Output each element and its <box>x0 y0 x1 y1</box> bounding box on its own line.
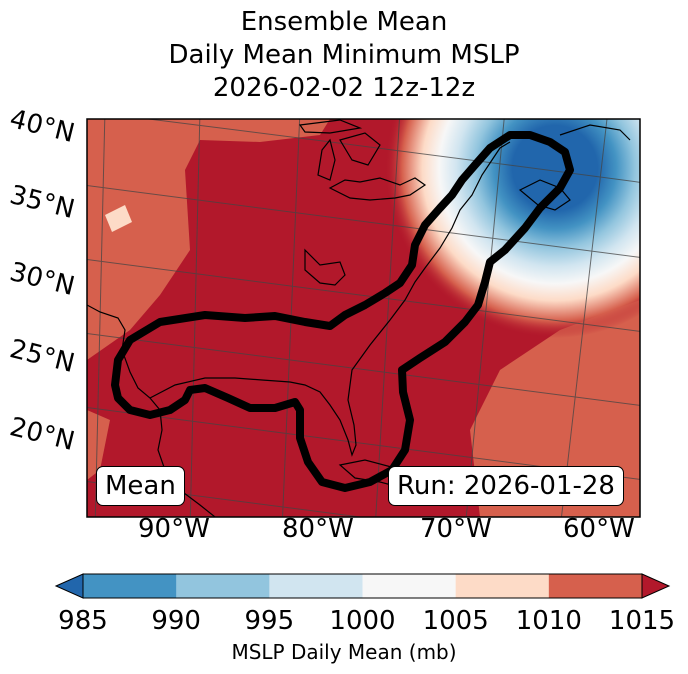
colorbar-tick-1000: 1000 <box>329 606 396 636</box>
colorbar-extend-low <box>54 573 84 599</box>
colorbar-tick-1005: 1005 <box>422 606 489 636</box>
colorbar-outline <box>82 573 643 599</box>
title-line-3: 2026-02-02 12z-12z <box>212 73 476 103</box>
lake-superior <box>298 119 363 134</box>
great-lakes-erie-ontario <box>328 177 427 201</box>
colorbar-tick-1015: 1015 <box>608 606 676 636</box>
colorbar-bin-990-995 <box>176 574 270 598</box>
run-date-box: Run: 2026-01-28 <box>388 466 624 506</box>
lon-label-70w: 70°W <box>420 514 492 544</box>
colorbar-bin-1005-1010 <box>455 574 550 598</box>
lake-huron <box>339 132 381 166</box>
colorbar-bin-1010-1015 <box>548 574 643 598</box>
colorbar-bin-985-990 <box>83 574 177 598</box>
map-frame <box>86 118 641 518</box>
colorbar-tick-995: 995 <box>244 606 295 636</box>
colorbar-tick-1010: 1010 <box>515 606 582 636</box>
colorbar-extend-high <box>641 573 671 599</box>
mean-label-box: Mean <box>96 466 185 506</box>
title-line-2: Daily Mean Minimum MSLP <box>168 40 520 70</box>
newfoundland-coast <box>559 124 631 141</box>
title-line-1: Ensemble Mean <box>240 7 448 37</box>
field-southwest-1010 <box>87 410 110 480</box>
lon-label-90w: 90°W <box>138 514 210 544</box>
field-northwest-1010 <box>87 119 330 360</box>
lon-label-80w: 80°W <box>282 514 354 544</box>
field-local-high <box>105 205 132 232</box>
florida-outline <box>304 248 346 286</box>
low-pressure-field <box>375 119 640 348</box>
us-gulf-east-coast <box>149 141 511 457</box>
colorbar <box>54 573 671 599</box>
colorbar-tick-985: 985 <box>58 606 108 636</box>
colorbar-label: MSLP Daily Mean (mb) <box>231 640 457 664</box>
colorbar-bin-995-1000 <box>269 574 363 598</box>
lon-label-60w: 60°W <box>563 514 635 544</box>
lake-michigan <box>317 138 336 181</box>
colorbar-bin-1000-1005 <box>362 574 457 598</box>
ensemble-contour <box>111 131 574 492</box>
colorbar-tick-990: 990 <box>151 606 201 636</box>
